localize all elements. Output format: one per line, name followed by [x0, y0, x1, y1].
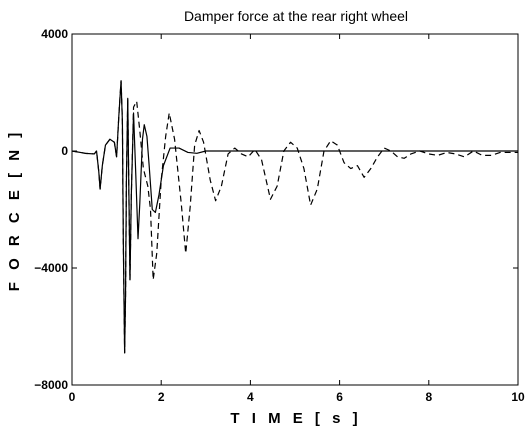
series-line-solid	[71, 80, 518, 354]
plot-frame	[71, 33, 519, 386]
x-tick-label: 8	[425, 390, 432, 404]
x-tick-label: 10	[511, 390, 525, 404]
y-tick-label: −4000	[34, 261, 68, 275]
series-line-dashed	[71, 80, 518, 354]
x-tick-label: 6	[336, 390, 343, 404]
x-axis-ticks: 0 2 4 6 8 10	[69, 34, 525, 404]
y-tick-label: 0	[61, 144, 68, 158]
x-tick-label: 2	[158, 390, 165, 404]
chart-title: Damper force at the rear right wheel	[184, 8, 408, 24]
x-axis-label: T I M E [ s ]	[230, 410, 361, 427]
x-tick-label: 0	[69, 390, 76, 404]
y-tick-label: −8000	[34, 378, 68, 392]
y-tick-label: 4000	[41, 27, 68, 41]
data-lines	[71, 80, 518, 354]
y-axis-label: F O R C E [ N ]	[6, 129, 23, 292]
y-axis-ticks: −8000 −4000 0 4000	[34, 27, 518, 392]
x-tick-label: 4	[247, 390, 254, 404]
